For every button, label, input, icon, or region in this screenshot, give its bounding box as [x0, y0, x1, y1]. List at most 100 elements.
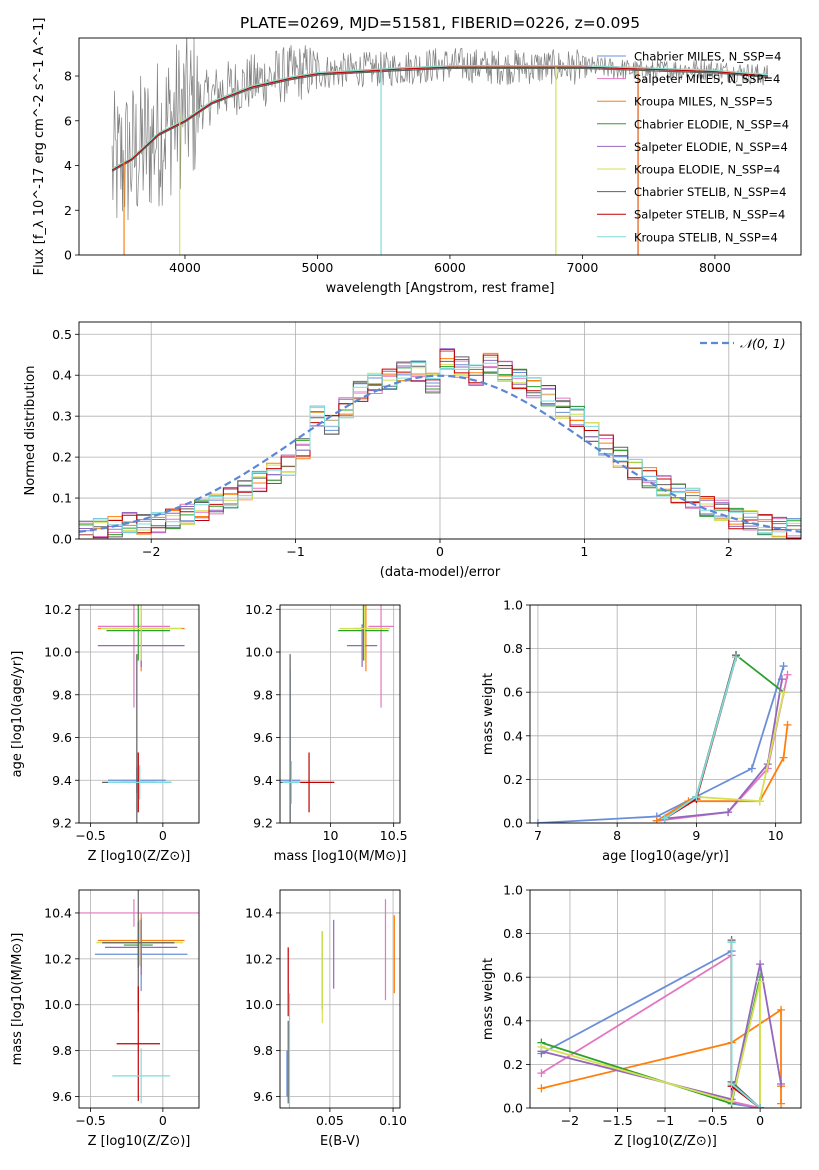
x-tick-label: −2 — [142, 544, 160, 559]
y-axis-label: mass weight — [481, 673, 496, 755]
legend-label: Chabrier ELODIE, N_SSP=4 — [634, 117, 789, 131]
y-tick-label: 0.2 — [503, 772, 523, 787]
x-axis-label: wavelength [Angstrom, rest frame] — [326, 281, 555, 296]
x-tick-label: 0 — [756, 1113, 764, 1128]
normal-curve — [79, 374, 801, 533]
mass-weight-point — [732, 653, 741, 662]
mass-weight-point — [777, 675, 786, 684]
x-axis-label: Z [log10(Z/Z⊙)] — [88, 1134, 191, 1149]
x-tick-label: −1 — [656, 1113, 674, 1128]
x-tick-label: 4000 — [169, 260, 201, 275]
x-axis-label: (data-model)/error — [380, 565, 501, 580]
x-tick-label: 9 — [692, 828, 700, 843]
axes-frame — [529, 604, 802, 824]
panel-mass_weight_vs_age: 7 8 9 10 0.0 0.2 0.4 0.6 0.8 1.0 age [log10(age/yr… — [481, 598, 802, 864]
y-tick-label: 0.5 — [52, 327, 72, 342]
y-tick-label: 0.1 — [52, 491, 72, 506]
x-tick-label: 0.05 — [316, 1113, 344, 1128]
mass-weight-point — [756, 960, 765, 969]
x-tick-label: −0.5 — [697, 1113, 727, 1128]
mass-weight-point — [779, 688, 788, 697]
mass-weight-point — [537, 1042, 546, 1051]
y-tick-label: 10.0 — [44, 645, 72, 660]
mass-weight-line — [664, 653, 785, 820]
x-axis-label: Z [log10(Z/Z⊙)] — [88, 849, 191, 864]
y-tick-label: 0.8 — [503, 926, 523, 941]
y-tick-label: 2 — [64, 203, 72, 218]
y-tick-label: 1.0 — [503, 598, 523, 613]
mass-weight-point — [777, 1080, 786, 1089]
plot-area-age_vs_mass — [280, 605, 394, 823]
x-tick-label: 8000 — [699, 260, 731, 275]
y-tick-label: 9.2 — [52, 816, 72, 831]
y-tick-label: 10.0 — [245, 645, 273, 660]
mass-weight-point — [779, 753, 788, 762]
mass-weight-point — [755, 797, 764, 806]
axes-frame — [78, 37, 802, 256]
y-tick-label: 0.2 — [52, 450, 72, 465]
y-tick-label: 9.6 — [253, 730, 273, 745]
y-tick-label: 9.8 — [253, 1043, 273, 1058]
y-tick-label: 9.6 — [52, 1089, 72, 1104]
plot-area-spectrum — [111, 38, 769, 255]
y-tick-label: 0.0 — [52, 532, 72, 547]
figure-title: PLATE=0269, MJD=51581, FIBERID=0226, z=0… — [240, 14, 640, 32]
mass-weight-point — [756, 977, 765, 986]
x-axis-label: Z [log10(Z/Z⊙)] — [614, 1134, 717, 1149]
panel-residuals: −2 −1 0 1 2 0.0 0.1 0.2 0.3 0.4 0.5 (data-model)/er… — [23, 321, 802, 580]
panel-mass_weight_vs_Z: −2 −1.5 −1 −0.5 0 0.0 0.2 0.4 0.6 0.8 1.0 Z [log10(… — [481, 883, 802, 1149]
x-tick-label: 0 — [159, 828, 167, 843]
x-tick-label: 8 — [613, 828, 621, 843]
y-tick-label: 9.4 — [52, 773, 72, 788]
y-axis-label: Normed distribution — [23, 366, 38, 496]
mass-weight-point — [727, 1080, 736, 1089]
x-tick-label: 6000 — [434, 260, 466, 275]
y-axis-label: age [log10(age/yr)] — [10, 651, 25, 778]
y-tick-label: 0.4 — [503, 728, 523, 743]
mass-weight-point — [727, 938, 736, 947]
legend-label: Salpeter ELODIE, N_SSP=4 — [634, 140, 788, 154]
x-tick-label: −1 — [286, 544, 304, 559]
axes-frame — [78, 889, 200, 1109]
y-tick-label: 0.6 — [503, 970, 523, 985]
x-tick-label: −2 — [561, 1113, 579, 1128]
mass-weight-point — [779, 662, 788, 671]
model-spectrum-line — [111, 66, 768, 171]
legend-label: Salpeter MILES, N_SSP=4 — [634, 72, 780, 86]
y-tick-label: 10.4 — [245, 905, 273, 920]
y-tick-label: 0.0 — [503, 816, 523, 831]
mass-weight-point — [727, 1097, 736, 1106]
y-axis-label: mass weight — [481, 958, 496, 1040]
y-tick-label: 9.2 — [253, 816, 273, 831]
y-tick-label: 10.4 — [44, 905, 72, 920]
model-spectrum-line — [111, 67, 768, 172]
axes-frame — [78, 321, 802, 540]
y-tick-label: 10.0 — [44, 997, 72, 1012]
legend-label: 𝒩(0, 1) — [740, 336, 786, 351]
axes-frame — [279, 604, 401, 824]
plot-area-residuals — [79, 348, 801, 539]
axes-frame — [279, 889, 401, 1109]
x-tick-label: 10 — [323, 828, 339, 843]
histogram-step — [79, 349, 801, 539]
mass-weight-point — [777, 1005, 786, 1014]
y-tick-label: 0.2 — [503, 1057, 523, 1072]
legend-label: Kroupa MILES, N_SSP=5 — [634, 95, 773, 109]
y-tick-label: 9.8 — [52, 687, 72, 702]
y-tick-label: 1.0 — [503, 883, 523, 898]
y-tick-label: 0 — [64, 248, 72, 263]
panel-age_vs_Z: −0.5 0 9.2 9.4 9.6 9.8 10.0 10.2 Z [log10(Z/Z⊙)]… — [10, 602, 200, 864]
y-axis-label: Flux [f_λ 10^-17 erg cm^-2 s^-1 A^-1] — [32, 18, 47, 276]
plot-area-mass_weight_vs_Z — [537, 936, 786, 1108]
y-tick-label: 0.4 — [52, 368, 72, 383]
mass-weight-point — [783, 720, 792, 729]
histogram-step — [79, 362, 801, 536]
axes-frame — [78, 604, 200, 824]
mass-weight-point — [783, 670, 792, 679]
y-tick-label: 0.8 — [503, 641, 523, 656]
x-tick-label: −0.5 — [75, 1113, 105, 1128]
y-tick-label: 10.2 — [44, 951, 72, 966]
panel-mass_vs_EBV: 0.05 0.10 9.6 9.8 10.0 10.2 10.4 E(B-V) — [245, 889, 407, 1149]
axes-frame — [529, 889, 802, 1109]
legend-label: Kroupa ELODIE, N_SSP=4 — [634, 163, 780, 177]
